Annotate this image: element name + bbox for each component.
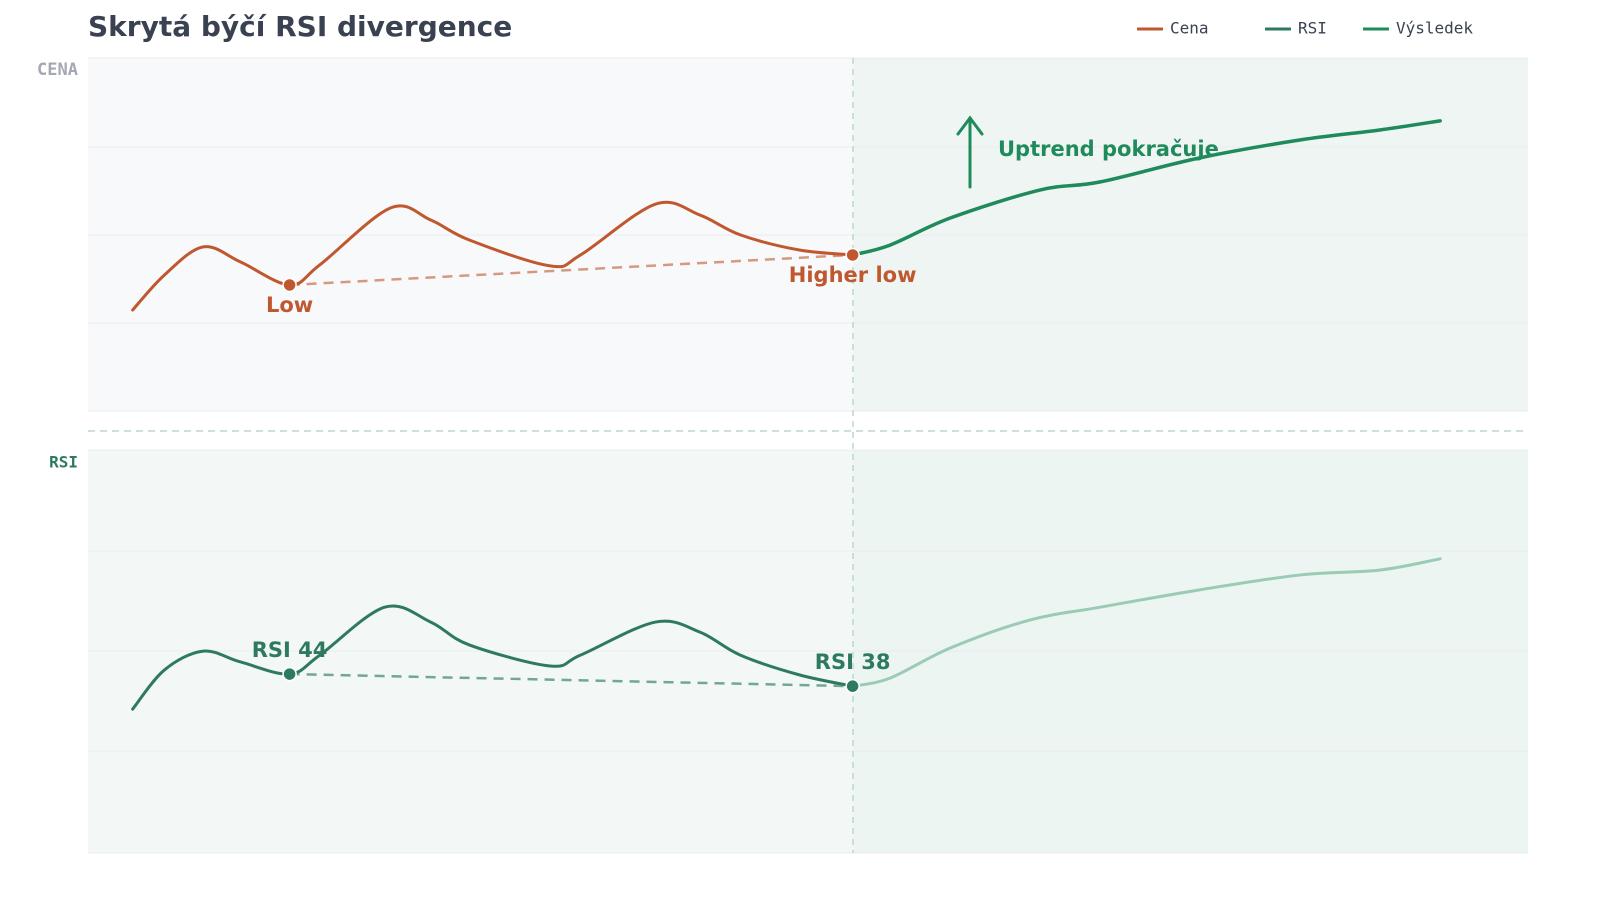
pivot-point [282, 666, 297, 682]
pivot-point [845, 247, 860, 263]
annotation: RSI 44 [252, 638, 328, 662]
uptrend-arrow [956, 115, 984, 189]
annotation: Low [266, 293, 313, 317]
chart-title: Skrytá býčí RSI divergence [88, 10, 512, 43]
annotation: Uptrend pokračuje [998, 137, 1219, 161]
annotation: RSI 38 [815, 650, 891, 674]
panel-label: CENA [37, 60, 78, 80]
annotation: Higher low [789, 263, 917, 287]
legend-label: Cena [1170, 19, 1209, 38]
divergence-line [289, 253, 853, 287]
panel-label: RSI [49, 453, 78, 472]
pivot-point [282, 277, 297, 293]
arrow-head [956, 115, 984, 136]
legend: Cena RSI Výsledek [1137, 19, 1473, 38]
grid [88, 57, 1528, 854]
legend-label: Výsledek [1396, 19, 1473, 38]
series-line [850, 119, 1442, 257]
series-line [131, 200, 855, 312]
divergence-line [289, 672, 853, 688]
series-line [131, 604, 855, 711]
pivot-point [845, 678, 860, 694]
series-line [851, 557, 1442, 688]
legend-label: RSI [1298, 19, 1327, 38]
